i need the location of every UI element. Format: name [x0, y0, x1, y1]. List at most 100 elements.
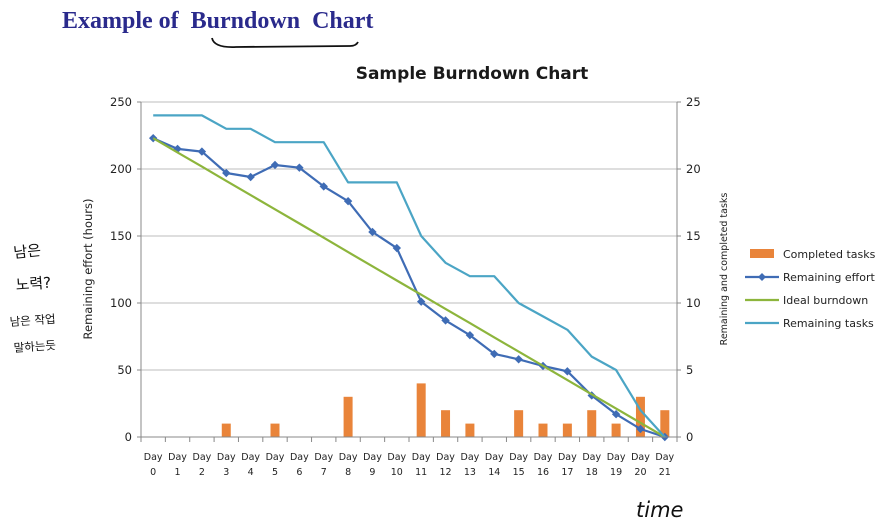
x-tick-label-line1: Day [631, 452, 650, 463]
y2-tick-label: 15 [686, 229, 701, 243]
completed-tasks-bar [635, 396, 645, 437]
x-tick-label-line2: 8 [345, 467, 351, 478]
remaining-effort-point [270, 160, 280, 170]
x-tick-label-line1: Day [144, 452, 163, 463]
x-tick-label-line1: Day [314, 452, 333, 463]
chart-title: Sample Burndown Chart [356, 64, 589, 84]
completed-tasks-bar [587, 410, 597, 437]
completed-tasks-bar [441, 410, 451, 437]
completed-tasks-bar [270, 423, 280, 437]
y-tick-label: 0 [125, 430, 132, 444]
remaining-effort-line [152, 137, 666, 439]
x-tick-label-line1: Day [412, 452, 431, 463]
remaining-effort-point [368, 227, 377, 237]
remaining-effort-point [465, 330, 475, 340]
x-tick-label-line1: Day [363, 452, 382, 463]
legend-swatch-marker [758, 273, 766, 281]
x-tick-label-line2: 19 [610, 467, 622, 478]
y-tick-label: 50 [117, 363, 132, 377]
y2-tick-label: 5 [686, 363, 693, 377]
x-tick-label-line2: 4 [248, 467, 254, 478]
x-tick-label-line2: 13 [464, 467, 476, 478]
x-tick-label-line2: 5 [272, 467, 278, 478]
chart-gridlines [141, 101, 677, 371]
handwritten-note-line3: 남은 작업 [9, 312, 56, 329]
x-tick-label-line2: 0 [150, 467, 156, 478]
x-tick-label-line1: Day [193, 452, 212, 463]
x-tick-label-line2: 9 [369, 467, 375, 478]
x-tick-label-line1: Day [509, 452, 528, 463]
y2-tick-label: 25 [686, 95, 701, 109]
chart-axes [137, 101, 681, 442]
completed-tasks-bar [221, 423, 231, 437]
completed-tasks-bar [465, 423, 475, 437]
x-tick-label-line1: Day [607, 452, 626, 463]
remaining-effort-point [246, 172, 255, 182]
y2-axis-label: Remaining and completed tasks [719, 193, 730, 346]
x-tick-label-line1: Day [655, 452, 674, 463]
heading-keyword: Burndown [190, 8, 301, 34]
remaining-effort-point [222, 168, 231, 178]
x-tick-label-line2: 15 [513, 467, 525, 478]
completed-tasks-bar [343, 396, 353, 437]
x-tick-label-line1: Day [436, 452, 455, 463]
remaining-effort-point [636, 424, 645, 434]
x-tick-label-line2: 18 [586, 467, 598, 478]
x-tick-label-line2: 17 [561, 467, 573, 478]
remaining-effort-point [490, 349, 499, 359]
page-heading: Example of Burndown Chart [62, 8, 373, 35]
heading-underline-scribble [211, 37, 359, 48]
x-tick-label-line2: 1 [175, 467, 181, 478]
handwritten-note-line1: 남은 [13, 241, 42, 262]
legend-label: Remaining tasks [783, 317, 874, 330]
completed-tasks-bar [416, 383, 426, 437]
remaining-effort-point [392, 243, 402, 253]
x-tick-label-line2: 14 [488, 467, 500, 478]
handwritten-time-note: time [636, 498, 683, 522]
x-tick-label-line1: Day [534, 452, 553, 463]
y2-tick-label: 0 [686, 430, 693, 444]
x-tick-label-line2: 2 [199, 467, 205, 478]
legend-swatch-bar [750, 249, 774, 258]
completed-tasks-bar [660, 410, 670, 437]
x-tick-label-line1: Day [461, 452, 480, 463]
remaining-effort-point [611, 410, 621, 419]
x-tick-label-line1: Day [582, 452, 601, 463]
x-tick-label-line2: 6 [296, 467, 302, 478]
x-tick-label-line1: Day [266, 452, 285, 463]
x-tick-label-line1: Day [339, 452, 358, 463]
chart-legend: Completed tasks Remaining effort Ideal bur… [745, 248, 876, 330]
x-tick-label-line2: 7 [321, 467, 327, 478]
x-tick-label-line2: 16 [537, 467, 549, 478]
y-axis-label: Remaining effort (hours) [81, 199, 95, 340]
completed-tasks-bar [611, 423, 621, 437]
completed-tasks-bar [514, 410, 524, 437]
completed-tasks-bar [562, 423, 572, 437]
x-tick-label-line1: Day [387, 452, 406, 463]
y-tick-label: 100 [110, 296, 132, 310]
x-tick-label-line1: Day [217, 452, 236, 463]
x-tick-label-line1: Day [558, 452, 577, 463]
y2-tick-label: 20 [686, 162, 701, 176]
chart-tick-labels: 0 50 100 150 200 250 0 5 10 15 20 25 Day 0 Day 1 Day 2 Day… [110, 95, 701, 478]
ideal-burndown-line [152, 137, 666, 438]
completed-tasks-bar [538, 423, 548, 437]
x-tick-label-line1: Day [485, 452, 504, 463]
x-tick-label-line1: Day [290, 452, 309, 463]
y-tick-label: 250 [110, 95, 132, 109]
remaining-effort-point [319, 182, 328, 191]
handwritten-note-line4: 말하는듯 [13, 338, 56, 355]
remaining-effort-point [295, 163, 304, 172]
completed-tasks-bars [221, 383, 670, 437]
remaining-effort-point [197, 147, 207, 156]
x-tick-label-line2: 20 [634, 467, 646, 478]
x-tick-label-line2: 21 [659, 467, 671, 478]
heading-prefix: Example of [62, 8, 179, 34]
x-tick-label-line2: 12 [439, 467, 451, 478]
legend-label: Remaining effort [783, 271, 876, 284]
remaining-effort-point [441, 316, 450, 325]
y-tick-label: 200 [110, 162, 132, 176]
x-tick-label-line1: Day [241, 452, 260, 463]
handwritten-note-line2: 노력? [15, 274, 52, 294]
